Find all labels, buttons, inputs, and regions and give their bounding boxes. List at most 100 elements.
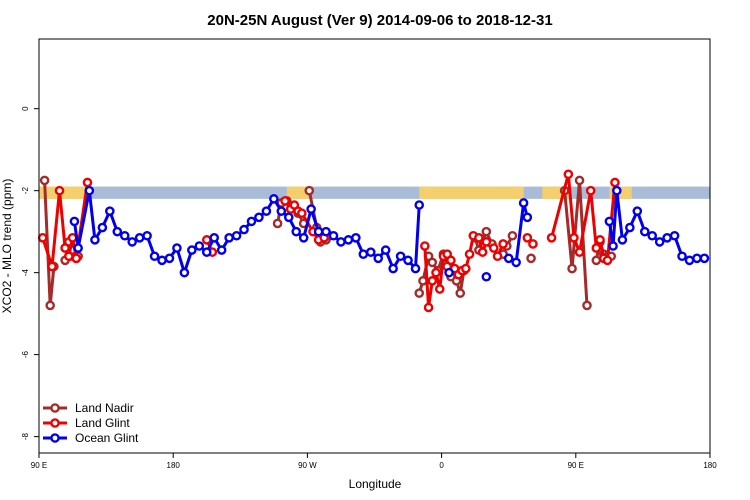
x-tick-label-1: 180	[167, 461, 181, 470]
series-2-point	[677, 251, 687, 262]
series-0-line-7	[563, 178, 589, 306]
series-1-point	[71, 253, 82, 264]
series-1-point	[427, 276, 438, 286]
series-1-point	[591, 243, 602, 253]
y-axis: 0 -2 -4 -6 -8	[21, 106, 39, 440]
series-2-point	[388, 263, 398, 274]
series-2-point	[187, 245, 197, 255]
series-2-point	[612, 185, 622, 196]
series-0-point	[574, 175, 585, 186]
series-2-point	[343, 235, 354, 245]
series-2-point	[224, 233, 234, 243]
series-2-point	[119, 230, 130, 241]
series-1-point	[574, 247, 585, 257]
series-2-point	[276, 206, 287, 216]
series-1-point	[420, 241, 430, 251]
series-2-point	[503, 253, 514, 264]
x-tick-label-2: 90 W	[298, 461, 317, 470]
legend-label-2: Ocean Glint	[75, 431, 139, 445]
series-1-point	[201, 235, 212, 245]
series-1-point	[431, 267, 441, 278]
series-2-point	[97, 222, 108, 233]
series-2-point	[481, 271, 492, 282]
series-2-point	[231, 230, 242, 241]
chart-title: 20N-25N August (Ver 9) 2014-09-06 to 201…	[207, 12, 552, 29]
series-2-point	[365, 247, 376, 257]
series-0-point	[567, 263, 577, 274]
background-band	[39, 186, 710, 199]
series-2-point	[269, 194, 279, 204]
y-tick-label-0: 0	[21, 106, 30, 111]
series-1-point	[461, 263, 471, 274]
y-tick-label-1: -2	[21, 187, 30, 195]
series-2-point	[608, 241, 618, 251]
series-2-point	[201, 247, 212, 257]
series-2-point	[625, 222, 635, 233]
series-2-point	[298, 233, 309, 243]
series-2-point	[403, 255, 413, 266]
series-2-point	[662, 233, 672, 243]
series-2	[69, 185, 710, 282]
x-axis: 90 E 180 90 W 0 90 E 180	[31, 453, 717, 470]
series-1-point	[481, 237, 492, 247]
series-2-point	[69, 216, 80, 227]
series-2-point	[414, 200, 425, 210]
series-2-point	[358, 249, 369, 259]
series-1-point	[595, 235, 605, 245]
legend-marker-2	[50, 433, 60, 443]
series-2-point	[254, 212, 264, 223]
series-2-point	[328, 230, 339, 241]
series-1-point	[477, 247, 488, 257]
series-0-line-0	[43, 180, 56, 307]
series-2-point	[380, 245, 391, 255]
series-0-point	[481, 226, 492, 237]
series-2-point	[647, 230, 658, 241]
series-2-point	[142, 230, 152, 241]
series-2-point	[90, 235, 100, 245]
series-2-point	[321, 226, 331, 237]
series-1-point	[54, 185, 65, 196]
series-2-point	[239, 224, 249, 235]
series-1-point	[47, 261, 57, 272]
series-1-point	[297, 208, 307, 219]
series-0-point	[414, 288, 425, 298]
series-1-point	[610, 177, 620, 188]
series-2-point	[194, 241, 205, 251]
series-1-point	[434, 284, 445, 294]
series-1-point	[280, 196, 290, 206]
series-1-point	[546, 233, 557, 243]
series-2-point	[149, 251, 160, 262]
series-1-point	[602, 255, 613, 266]
legend-marker-0	[50, 403, 60, 413]
series-0-point	[526, 253, 536, 264]
series-2-point	[351, 233, 361, 243]
series-2-point	[112, 226, 123, 237]
series-2-point	[511, 257, 521, 268]
series-1-point	[569, 233, 579, 243]
series-2-point	[291, 226, 302, 237]
land-band-0	[39, 186, 90, 199]
series-2-point	[209, 233, 220, 243]
series-2-point	[73, 243, 83, 253]
land-band-1	[286, 186, 310, 199]
series-2-point	[172, 243, 182, 253]
series-1-point	[528, 239, 538, 249]
legend-label-1: Land Glint	[75, 416, 130, 430]
x-tick-label-0: 90 E	[31, 461, 47, 470]
y-axis-label: XCO2 - MLO trend (ppm)	[0, 179, 14, 314]
y-tick-label-3: -6	[21, 351, 30, 359]
series-2-point	[157, 255, 167, 266]
series-2-point	[617, 235, 628, 245]
series-1-point	[64, 251, 74, 262]
series-0-point	[582, 300, 592, 311]
series-2-point	[654, 237, 665, 247]
series-1-point	[423, 302, 434, 313]
series-1-point	[492, 251, 503, 262]
x-axis-label: Longitude	[349, 477, 402, 491]
legend-label-0: Land Nadir	[75, 401, 134, 415]
series-1-point	[464, 249, 475, 259]
series-2-point	[306, 204, 316, 214]
series-1-point	[522, 233, 533, 243]
